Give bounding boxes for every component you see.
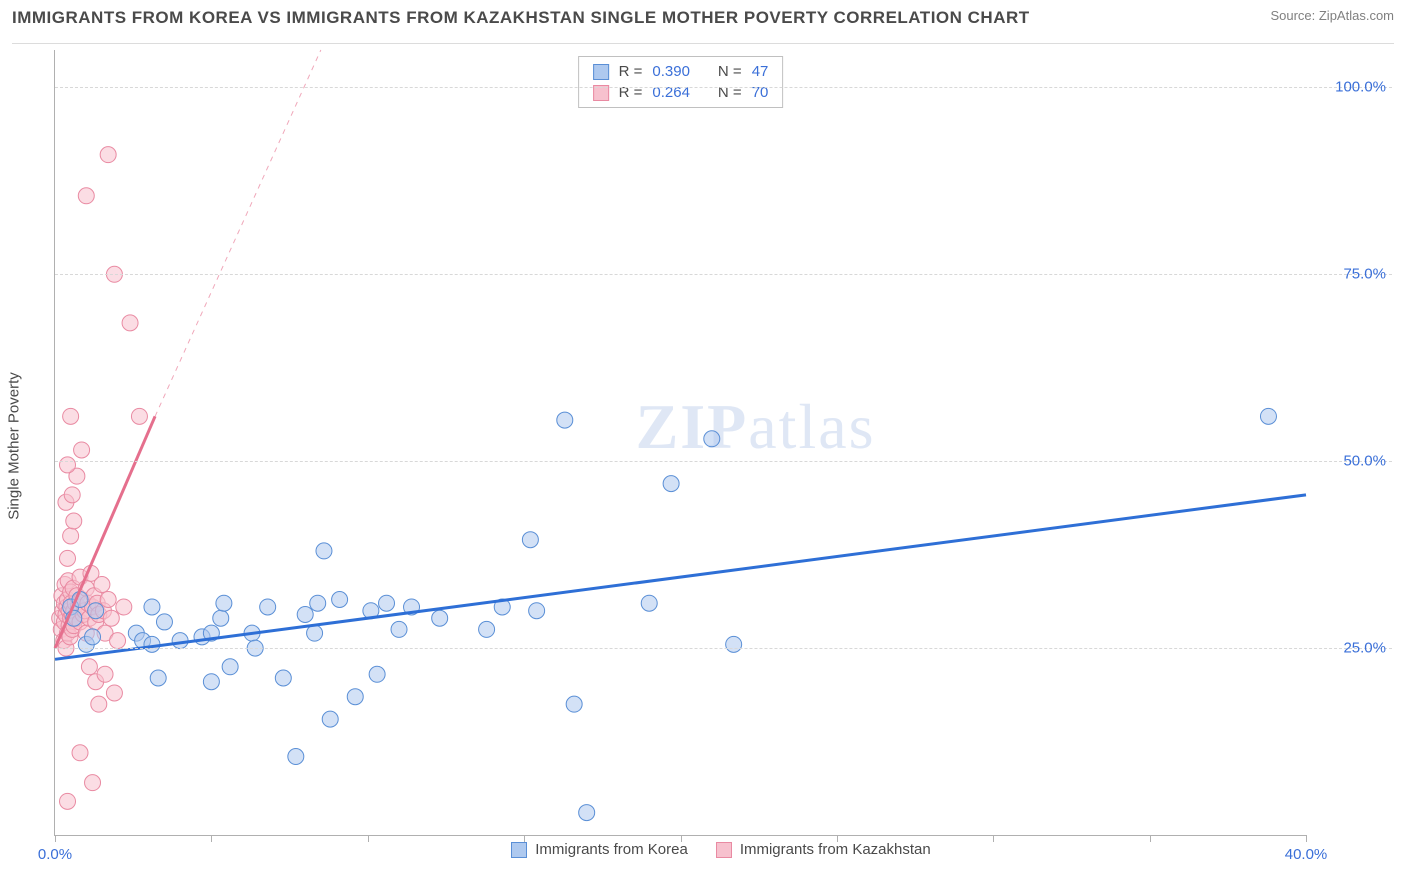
- scatter-point-a: [391, 621, 407, 637]
- scatter-point-b: [131, 408, 147, 424]
- scatter-point-a: [297, 606, 313, 622]
- gridline-h: [55, 648, 1392, 649]
- source-label: Source: ZipAtlas.com: [1270, 8, 1394, 23]
- scatter-point-b: [66, 513, 82, 529]
- scatter-point-b: [110, 633, 126, 649]
- scatter-point-b: [103, 610, 119, 626]
- scatter-point-b: [60, 550, 76, 566]
- scatter-point-b: [122, 315, 138, 331]
- scatter-point-a: [1260, 408, 1276, 424]
- y-tick-label: 75.0%: [1312, 266, 1386, 283]
- regression-line-b-extrapolated: [155, 50, 321, 416]
- plot-wrapper: ZIPatlas R = 0.390 N = 47 R = 0.264 N = …: [50, 50, 1392, 860]
- scatter-point-a: [85, 629, 101, 645]
- scatter-point-a: [522, 532, 538, 548]
- scatter-point-b: [63, 528, 79, 544]
- scatter-point-a: [726, 636, 742, 652]
- scatter-point-a: [432, 610, 448, 626]
- y-tick-label: 100.0%: [1312, 79, 1386, 96]
- regression-line-a: [55, 495, 1306, 659]
- legend-item-a: Immigrants from Korea: [511, 841, 688, 858]
- y-axis-label: Single Mother Poverty: [6, 372, 23, 520]
- r-value-a: 0.390: [652, 63, 690, 80]
- swatch-series-a-icon: [593, 64, 609, 80]
- scatter-point-b: [60, 793, 76, 809]
- scatter-point-a: [663, 476, 679, 492]
- scatter-point-a: [275, 670, 291, 686]
- legend-item-b: Immigrants from Kazakhstan: [716, 841, 931, 858]
- scatter-point-b: [100, 592, 116, 608]
- bottom-legend: Immigrants from Korea Immigrants from Ka…: [50, 841, 1392, 858]
- stats-row-a: R = 0.390 N = 47: [593, 61, 769, 82]
- swatch-series-b-icon: [716, 842, 732, 858]
- scatter-point-a: [288, 749, 304, 765]
- scatter-point-a: [379, 595, 395, 611]
- scatter-point-a: [316, 543, 332, 559]
- scatter-point-b: [72, 745, 88, 761]
- chart-svg: [55, 50, 1306, 835]
- scatter-point-b: [78, 188, 94, 204]
- scatter-point-a: [216, 595, 232, 611]
- scatter-point-a: [322, 711, 338, 727]
- plot-area: ZIPatlas R = 0.390 N = 47 R = 0.264 N = …: [54, 50, 1306, 836]
- scatter-point-a: [156, 614, 172, 630]
- r-label: R =: [619, 63, 643, 80]
- scatter-point-a: [150, 670, 166, 686]
- legend-label-a: Immigrants from Korea: [535, 841, 688, 858]
- n-label: N =: [718, 63, 742, 80]
- n-value-a: 47: [752, 63, 769, 80]
- scatter-point-a: [641, 595, 657, 611]
- scatter-point-b: [116, 599, 132, 615]
- scatter-point-b: [63, 408, 79, 424]
- scatter-point-a: [479, 621, 495, 637]
- scatter-point-a: [307, 625, 323, 641]
- scatter-point-b: [85, 775, 101, 791]
- chart-header: IMMIGRANTS FROM KOREA VS IMMIGRANTS FROM…: [12, 8, 1394, 44]
- chart-title: IMMIGRANTS FROM KOREA VS IMMIGRANTS FROM…: [12, 8, 1030, 28]
- scatter-point-a: [332, 592, 348, 608]
- scatter-point-a: [557, 412, 573, 428]
- scatter-point-a: [704, 431, 720, 447]
- scatter-point-a: [310, 595, 326, 611]
- swatch-series-a-icon: [511, 842, 527, 858]
- legend-label-b: Immigrants from Kazakhstan: [740, 841, 931, 858]
- scatter-point-a: [203, 674, 219, 690]
- scatter-point-b: [106, 685, 122, 701]
- stats-legend-box: R = 0.390 N = 47 R = 0.264 N = 70: [578, 56, 784, 108]
- scatter-point-a: [88, 603, 104, 619]
- scatter-point-b: [100, 147, 116, 163]
- y-tick-label: 25.0%: [1312, 640, 1386, 657]
- scatter-point-a: [566, 696, 582, 712]
- scatter-point-a: [222, 659, 238, 675]
- y-tick-label: 50.0%: [1312, 453, 1386, 470]
- scatter-point-a: [579, 805, 595, 821]
- gridline-h: [55, 461, 1392, 462]
- scatter-point-a: [347, 689, 363, 705]
- scatter-point-a: [144, 599, 160, 615]
- scatter-point-b: [91, 696, 107, 712]
- scatter-point-b: [60, 457, 76, 473]
- scatter-point-a: [260, 599, 276, 615]
- gridline-h: [55, 274, 1392, 275]
- gridline-h: [55, 87, 1392, 88]
- scatter-point-a: [213, 610, 229, 626]
- scatter-point-a: [369, 666, 385, 682]
- scatter-point-b: [81, 659, 97, 675]
- stats-row-b: R = 0.264 N = 70: [593, 82, 769, 103]
- scatter-point-b: [74, 442, 90, 458]
- scatter-point-b: [97, 666, 113, 682]
- scatter-point-b: [64, 487, 80, 503]
- scatter-point-a: [529, 603, 545, 619]
- scatter-point-b: [94, 577, 110, 593]
